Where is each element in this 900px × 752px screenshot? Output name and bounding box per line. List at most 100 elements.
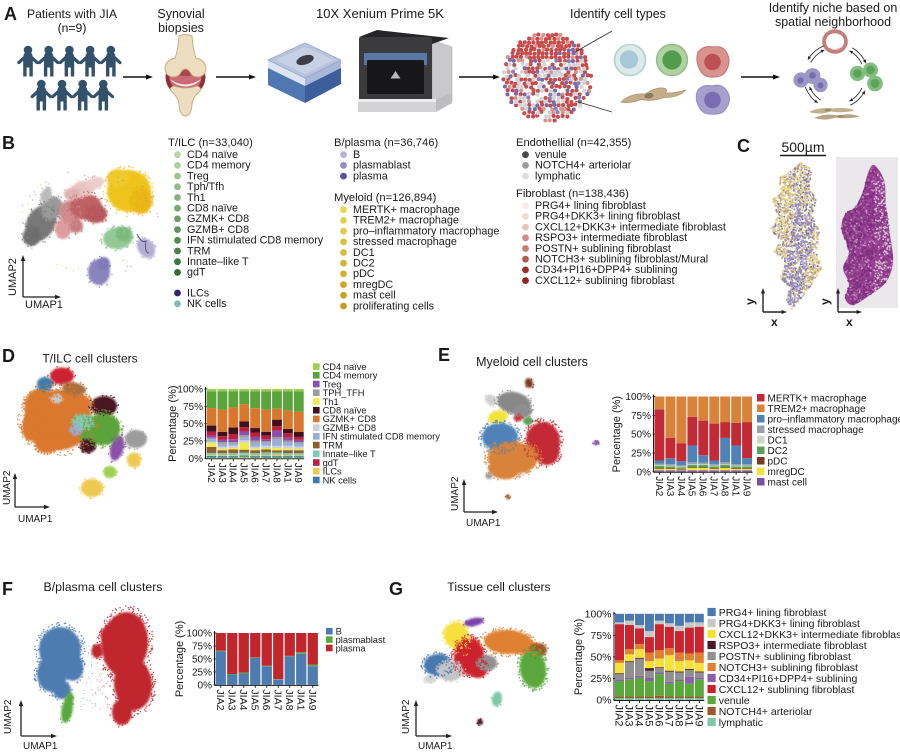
svg-text:JIA3: JIA3 bbox=[216, 463, 227, 483]
svg-text:(n=9): (n=9) bbox=[58, 21, 87, 35]
svg-text:A: A bbox=[4, 4, 17, 24]
svg-text:75%: 75% bbox=[631, 411, 651, 422]
svg-text:pDC: pDC bbox=[353, 268, 375, 280]
svg-text:pro–inflammatory macrophage: pro–inflammatory macrophage bbox=[768, 415, 900, 426]
svg-text:75%: 75% bbox=[590, 630, 611, 642]
svg-text:500µm: 500µm bbox=[781, 139, 824, 155]
svg-text:CD8 naïve: CD8 naïve bbox=[323, 406, 367, 416]
svg-text:JIA4: JIA4 bbox=[227, 463, 238, 483]
svg-text:F: F bbox=[2, 579, 13, 599]
svg-text:x: x bbox=[846, 315, 853, 329]
svg-text:PRG4+ lining fibroblast: PRG4+ lining fibroblast bbox=[719, 607, 827, 619]
svg-text:50%: 50% bbox=[192, 654, 212, 665]
svg-text:JIA1: JIA1 bbox=[281, 463, 292, 483]
svg-text:Th1: Th1 bbox=[187, 192, 206, 204]
svg-text:50%: 50% bbox=[631, 430, 651, 441]
svg-text:lymphatic: lymphatic bbox=[719, 717, 763, 729]
svg-text:proliferating cells: proliferating cells bbox=[353, 300, 435, 312]
svg-text:lymphatic: lymphatic bbox=[535, 170, 581, 182]
svg-text:JIA2: JIA2 bbox=[653, 476, 664, 496]
svg-text:Treg: Treg bbox=[323, 379, 342, 389]
svg-text:GZMK+ CD8: GZMK+ CD8 bbox=[187, 213, 249, 225]
svg-text:NOTCH4+ arteriolar: NOTCH4+ arteriolar bbox=[719, 706, 813, 718]
svg-text:TRM: TRM bbox=[187, 245, 210, 257]
svg-text:TPH_TFH: TPH_TFH bbox=[323, 388, 365, 398]
svg-text:B/plasma (n=36,746): B/plasma (n=36,746) bbox=[334, 137, 438, 149]
svg-text:JIA8: JIA8 bbox=[719, 476, 730, 496]
svg-text:B/plasma cell clusters: B/plasma cell clusters bbox=[44, 580, 163, 594]
svg-text:Endothellial (n=42,355): Endothellial (n=42,355) bbox=[516, 137, 632, 149]
svg-text:JIA9: JIA9 bbox=[292, 463, 303, 483]
svg-text:ILCs: ILCs bbox=[187, 288, 210, 300]
svg-text:0%: 0% bbox=[198, 680, 213, 691]
svg-text:JIA9: JIA9 bbox=[306, 689, 318, 710]
svg-text:50%: 50% bbox=[183, 419, 203, 430]
svg-text:UMAP1: UMAP1 bbox=[23, 741, 58, 752]
svg-text:ILCs: ILCs bbox=[323, 467, 342, 477]
svg-text:JIA6: JIA6 bbox=[652, 705, 664, 727]
svg-text:CD4 memory: CD4 memory bbox=[323, 371, 378, 381]
svg-text:JIA5: JIA5 bbox=[248, 689, 260, 710]
svg-text:NOTCH3+ sublining fibroblast/M: NOTCH3+ sublining fibroblast/Mural bbox=[535, 254, 708, 266]
svg-text:JIA4: JIA4 bbox=[632, 705, 644, 727]
svg-text:B: B bbox=[2, 133, 15, 153]
svg-text:venule: venule bbox=[719, 695, 750, 707]
svg-text:CXCL12+ sublining fibroblast: CXCL12+ sublining fibroblast bbox=[719, 684, 855, 696]
svg-text:JIA2: JIA2 bbox=[613, 705, 625, 727]
svg-text:10X Xenium Prime 5K: 10X Xenium Prime 5K bbox=[316, 6, 444, 21]
svg-text:G: G bbox=[389, 579, 403, 599]
svg-text:Th1: Th1 bbox=[323, 397, 339, 407]
svg-text:Innate–like T: Innate–like T bbox=[187, 256, 249, 268]
svg-text:0%: 0% bbox=[189, 454, 204, 465]
svg-text:JIA8: JIA8 bbox=[270, 463, 281, 483]
svg-text:NOTCH3+ sublining fibroblast: NOTCH3+ sublining fibroblast bbox=[719, 662, 858, 674]
svg-text:POSTN+ sublining fibroblast: POSTN+ sublining fibroblast bbox=[719, 651, 851, 663]
svg-text:JIA8: JIA8 bbox=[283, 689, 295, 710]
svg-text:JIA2: JIA2 bbox=[205, 463, 216, 483]
svg-text:CXCL12+DKK3+ intermediate fibr: CXCL12+DKK3+ intermediate fibroblast bbox=[719, 629, 900, 641]
svg-text:T/ILC (n=33,040): T/ILC (n=33,040) bbox=[168, 137, 253, 149]
svg-text:JIA1: JIA1 bbox=[682, 705, 694, 727]
svg-text:JIA1: JIA1 bbox=[294, 689, 306, 710]
svg-text:Myeloid cell clusters: Myeloid cell clusters bbox=[476, 355, 588, 369]
svg-text:B: B bbox=[336, 627, 342, 637]
svg-text:pro–inflammatory macrophage: pro–inflammatory macrophage bbox=[353, 225, 499, 237]
svg-text:MERTK+ macrophage: MERTK+ macrophage bbox=[353, 204, 460, 216]
svg-text:biopsies: biopsies bbox=[158, 21, 204, 35]
svg-text:100%: 100% bbox=[585, 608, 612, 620]
svg-text:NK cells: NK cells bbox=[323, 475, 357, 485]
svg-text:UMAP2: UMAP2 bbox=[3, 699, 14, 734]
svg-text:Tissue cell clusters: Tissue cell clusters bbox=[447, 580, 550, 594]
svg-text:UMAP2: UMAP2 bbox=[450, 476, 461, 511]
svg-text:GZMK+ CD8: GZMK+ CD8 bbox=[323, 414, 376, 424]
svg-text:CXCL12+ sublining fibroblast: CXCL12+ sublining fibroblast bbox=[535, 275, 675, 287]
svg-text:Tph/Tfh: Tph/Tfh bbox=[187, 181, 224, 193]
svg-text:75%: 75% bbox=[192, 641, 212, 652]
svg-text:IFN stimulated CD8 memory: IFN stimulated CD8 memory bbox=[323, 432, 441, 442]
svg-text:MERTK+ macrophage: MERTK+ macrophage bbox=[768, 394, 867, 405]
svg-text:venule: venule bbox=[535, 149, 567, 161]
svg-text:CD8 naïve: CD8 naïve bbox=[187, 203, 238, 215]
svg-text:POSTN+ sublining fibroblast: POSTN+ sublining fibroblast bbox=[535, 243, 671, 255]
svg-text:PRG4+DKK3+ lining fibroblast: PRG4+DKK3+ lining fibroblast bbox=[719, 618, 860, 630]
svg-text:CD34+PI16+DPP4+ sublining: CD34+PI16+DPP4+ sublining bbox=[719, 673, 858, 685]
svg-text:mast cell: mast cell bbox=[768, 478, 807, 489]
svg-text:pDC: pDC bbox=[768, 457, 788, 468]
svg-text:Fibroblast (n=138,436): Fibroblast (n=138,436) bbox=[516, 188, 629, 200]
svg-text:TREM2+ macrophage: TREM2+ macrophage bbox=[768, 404, 867, 415]
svg-text:GZMB+ CD8: GZMB+ CD8 bbox=[323, 423, 376, 433]
svg-text:E: E bbox=[438, 345, 450, 365]
svg-text:D: D bbox=[2, 346, 15, 366]
svg-text:CD4 naïve: CD4 naïve bbox=[187, 149, 238, 161]
svg-text:Percentage (%): Percentage (%) bbox=[167, 385, 179, 461]
svg-text:25%: 25% bbox=[590, 673, 611, 685]
svg-text:Identify niche based on: Identify niche based on bbox=[769, 1, 898, 15]
svg-text:mregDC: mregDC bbox=[768, 467, 805, 478]
svg-text:100%: 100% bbox=[186, 629, 212, 640]
svg-text:CD34+PI16+DPP4+ sublining: CD34+PI16+DPP4+ sublining bbox=[535, 264, 678, 276]
svg-text:plasma: plasma bbox=[353, 170, 388, 182]
svg-text:x: x bbox=[771, 315, 778, 329]
svg-text:DC2: DC2 bbox=[353, 258, 375, 270]
svg-text:UMAP1: UMAP1 bbox=[466, 518, 501, 529]
svg-text:JIA5: JIA5 bbox=[238, 463, 249, 483]
